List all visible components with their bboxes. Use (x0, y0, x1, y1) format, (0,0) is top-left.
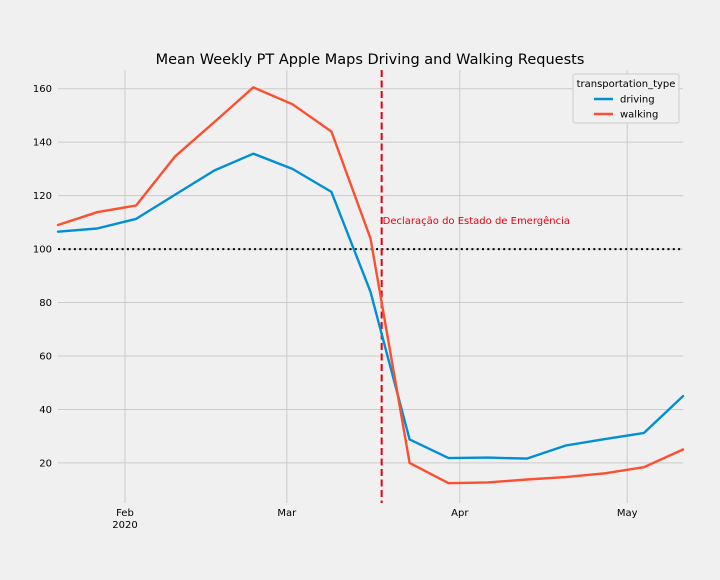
x-tick-label: Apr (451, 508, 469, 519)
series-lines (56, 86, 685, 485)
x-tick-label: May (617, 508, 638, 519)
y-tick-label: 120 (33, 191, 52, 202)
grid (58, 70, 683, 503)
legend-items: driving walking (594, 95, 658, 121)
event-annotation: Declaração do Estado de Emergência (383, 215, 570, 227)
y-tick-label: 60 (39, 351, 52, 362)
legend-label-driving: driving (620, 95, 655, 106)
y-tick-label: 160 (33, 84, 52, 95)
legend-title: transportation_type (577, 79, 676, 90)
y-tick-label: 100 (33, 245, 52, 256)
series-line-driving (56, 152, 685, 460)
legend-label-walking: walking (620, 110, 658, 121)
y-tick-label: 20 (39, 458, 52, 469)
legend: transportation_type driving walking (572, 73, 680, 124)
y-tick-label: 140 (33, 138, 52, 149)
y-tick-label: 80 (39, 298, 52, 309)
legend-box (572, 73, 680, 124)
series-line-walking (56, 86, 685, 485)
x-tick-label: Feb (116, 508, 134, 519)
x-tick-label: Mar (277, 508, 297, 519)
chart-title: Mean Weekly PT Apple Maps Driving and Wa… (156, 52, 585, 68)
y-tick-label: 40 (39, 405, 52, 416)
reference-lines: Declaração do Estado de Emergência (58, 70, 683, 503)
x-tick-sublabel: 2020 (112, 520, 137, 531)
